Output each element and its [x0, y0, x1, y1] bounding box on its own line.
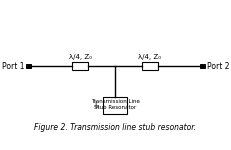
Bar: [26, 64, 30, 68]
Bar: [201, 64, 205, 68]
Bar: [72, 62, 88, 70]
Bar: [103, 97, 127, 114]
Text: Transmission Line
Stub Resonator: Transmission Line Stub Resonator: [91, 99, 140, 110]
Text: Figure 2. Transmission line stub resonator.: Figure 2. Transmission line stub resonat…: [34, 123, 196, 132]
Text: λ/4, Z₀: λ/4, Z₀: [69, 54, 92, 60]
Bar: [142, 62, 158, 70]
Text: Port 1: Port 1: [2, 62, 24, 71]
Text: lₛ: lₛ: [94, 101, 99, 110]
Text: λ/4, Z₀: λ/4, Z₀: [138, 54, 161, 60]
Text: Port 2: Port 2: [207, 62, 229, 71]
